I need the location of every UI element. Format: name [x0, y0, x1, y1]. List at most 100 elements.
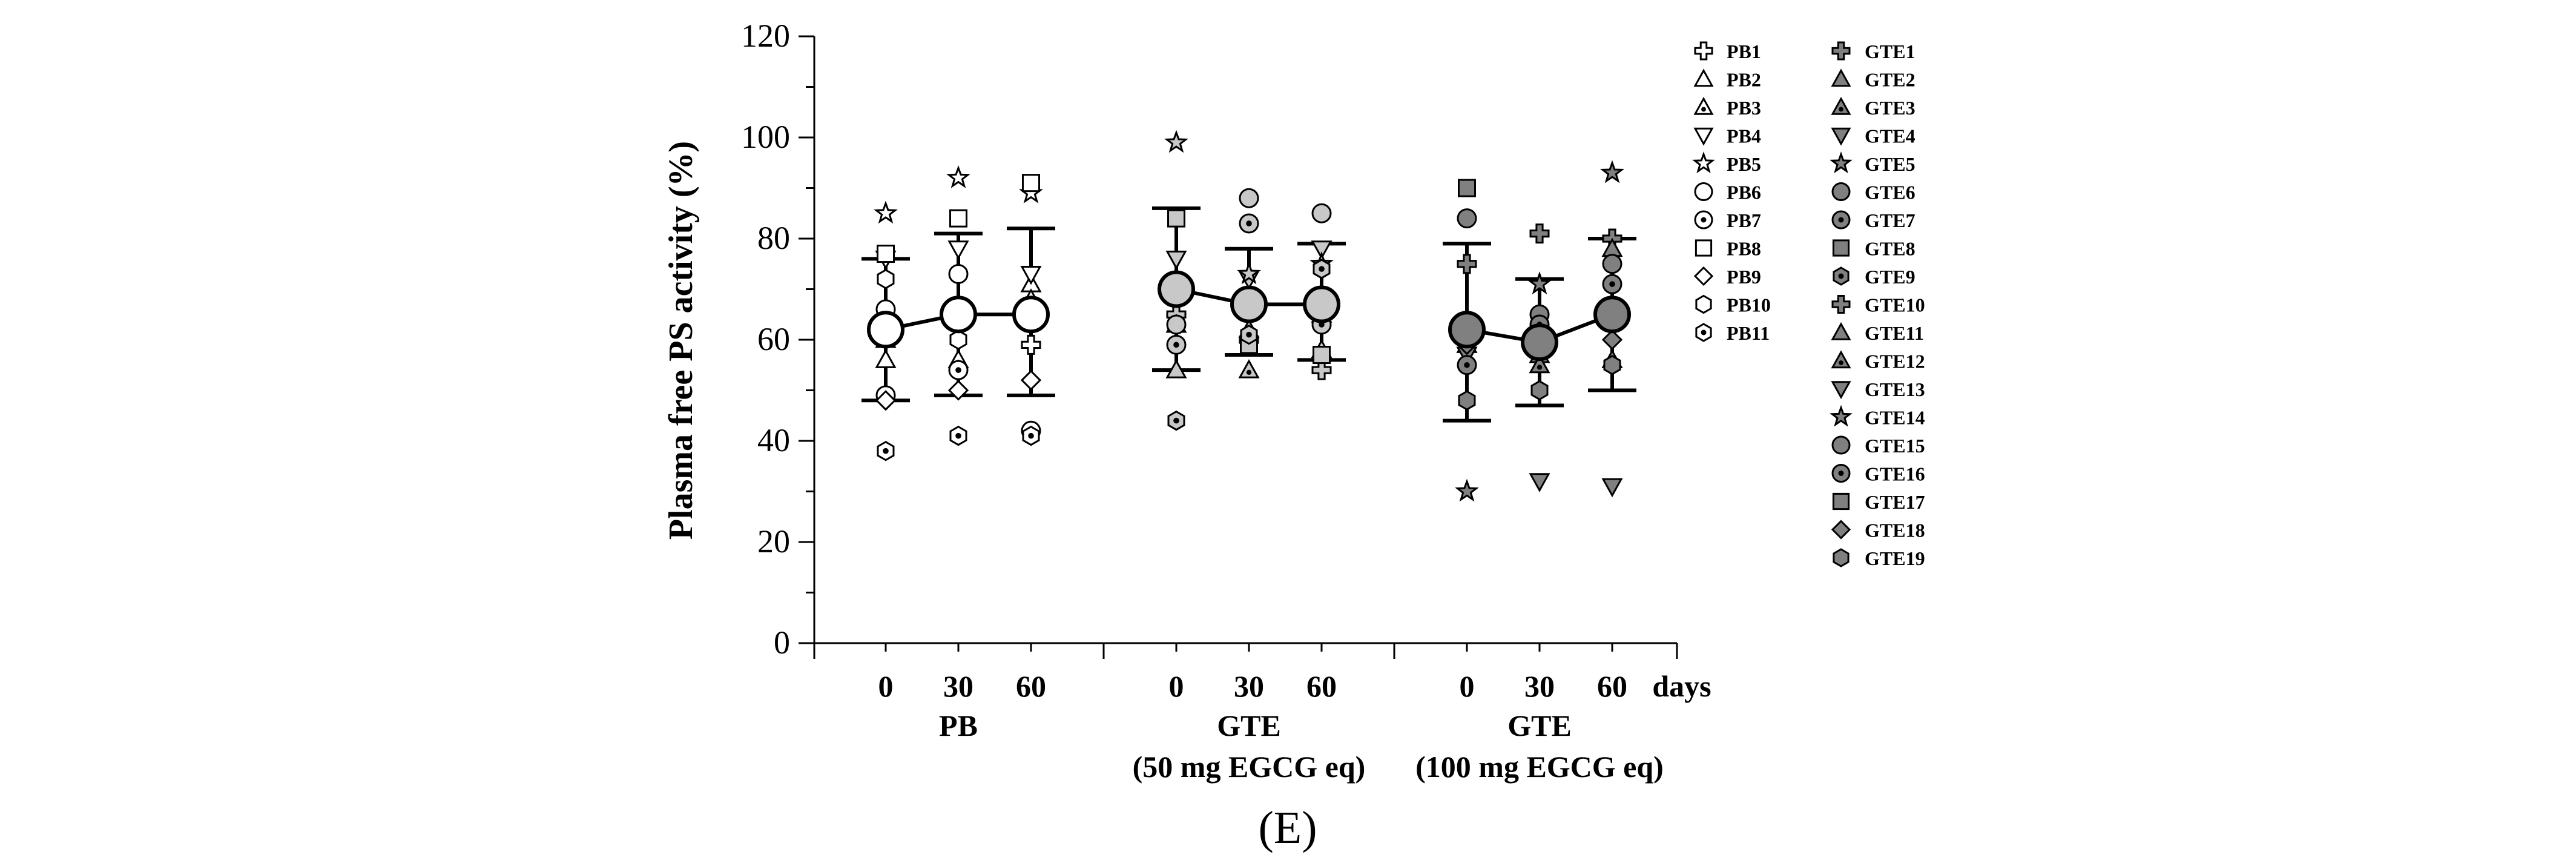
legend-label: GTE2 — [1865, 69, 1916, 91]
point-pb4 — [947, 240, 969, 260]
group-label: (50 mg EGCG eq) — [1133, 750, 1366, 784]
legend-marker-gte19 — [1833, 548, 1850, 567]
legend-marker-gte6 — [1831, 182, 1851, 201]
legend-marker-gte16 — [1831, 464, 1851, 483]
mean-marker — [867, 311, 904, 349]
x-tick-label: 30 — [1524, 669, 1555, 703]
point-gte5 — [1237, 261, 1261, 285]
axes: 0 20 40 60 80 100 120 0 30 60 PB 0 30 60 GTE (50 mg EGC… — [741, 18, 1678, 784]
point-gte3 — [1238, 359, 1260, 378]
legend-marker-pb8 — [1695, 239, 1713, 257]
x-tick-label: 60 — [1597, 669, 1627, 703]
legend-marker-gte10 — [1831, 295, 1851, 314]
legend-label: PB9 — [1727, 266, 1761, 288]
point-gte13 — [1601, 478, 1623, 498]
legend-marker-pb4 — [1693, 127, 1714, 146]
point-gte9 — [1240, 324, 1258, 345]
legend-label: GTE3 — [1865, 97, 1916, 119]
legend-marker-gte18 — [1831, 520, 1851, 540]
point-gte10 — [1529, 223, 1550, 244]
point-gte16 — [1602, 274, 1622, 294]
y-tick-label: 40 — [757, 422, 790, 458]
legend-label: GTE1 — [1865, 41, 1916, 62]
point-gte4 — [1311, 240, 1332, 260]
point-gte6 — [1239, 188, 1259, 208]
legend-label: GTE18 — [1865, 520, 1925, 541]
legend-label: GTE12 — [1865, 351, 1925, 372]
y-tick-label: 80 — [757, 220, 790, 256]
legend-marker-gte14 — [1830, 405, 1853, 427]
x-unit-label: days — [1652, 669, 1711, 703]
legend-label: PB7 — [1727, 210, 1761, 231]
point-gte5 — [1164, 130, 1188, 153]
point-gte8 — [1313, 346, 1331, 365]
panel-label: (E) — [1258, 802, 1317, 853]
legend-label: GTE19 — [1865, 547, 1925, 569]
legend-marker-pb2 — [1693, 68, 1714, 87]
legend-label: GTE14 — [1865, 407, 1925, 429]
y-tick-label: 60 — [757, 321, 790, 357]
group-label: GTE — [1217, 709, 1281, 742]
point-gte1 — [1311, 360, 1332, 380]
mean-marker — [1012, 296, 1050, 334]
point-gte7 — [1166, 334, 1187, 355]
legend-marker-gte9 — [1833, 266, 1850, 286]
point-pb8 — [1022, 174, 1040, 193]
legend-marker-pb5 — [1692, 151, 1715, 174]
point-pb11 — [949, 425, 967, 446]
legend-marker-pb9 — [1693, 266, 1714, 286]
point-gte19 — [1530, 380, 1549, 401]
legend-marker-gte17 — [1832, 492, 1850, 511]
point-pb9 — [947, 380, 969, 401]
mean-marker — [1521, 323, 1558, 362]
legend-label: PB8 — [1727, 238, 1761, 260]
mean-marker — [940, 296, 977, 334]
point-pb11 — [877, 440, 895, 461]
point-gte14 — [1455, 478, 1479, 502]
point-pb6 — [948, 263, 969, 284]
y-tick-label: 0 — [774, 624, 790, 661]
point-pb5 — [874, 200, 898, 224]
mean-marker — [1230, 285, 1268, 323]
point-gte9 — [1313, 259, 1331, 279]
mean-marker — [1593, 296, 1631, 334]
point-pb10 — [877, 269, 895, 289]
y-axis-label: Plasma free PS activity (%) — [662, 141, 700, 540]
x-tick-label: 30 — [1234, 669, 1264, 703]
legend-label: GTE6 — [1865, 182, 1916, 203]
x-tick-label: 60 — [1016, 669, 1046, 703]
point-gte19 — [1603, 355, 1621, 375]
y-tick-label: 100 — [741, 119, 790, 155]
x-tick-label: 60 — [1306, 669, 1337, 703]
legend-label: GTE16 — [1865, 463, 1925, 485]
legend-label: GTE9 — [1865, 266, 1916, 288]
point-gte8 — [1167, 209, 1185, 228]
legend-marker-gte8 — [1832, 239, 1850, 257]
legend-marker-gte3 — [1831, 96, 1851, 115]
legend-label: PB6 — [1727, 182, 1761, 203]
legend-marker-gte2 — [1831, 68, 1851, 87]
legend-marker-gte1 — [1831, 41, 1851, 61]
mean-marker — [1303, 285, 1340, 323]
legend-marker-gte13 — [1831, 381, 1851, 400]
point-gte16 — [1457, 355, 1477, 375]
group-label: GTE — [1507, 709, 1572, 742]
y-tick-label: 20 — [757, 523, 790, 560]
mean-marker — [1158, 270, 1195, 308]
legend-label: PB11 — [1727, 322, 1770, 344]
legend-label: PB4 — [1727, 125, 1761, 147]
point-gte15 — [1602, 254, 1622, 274]
y-tick-label: 120 — [741, 18, 790, 54]
legend-label: GTE7 — [1865, 210, 1916, 231]
point-pb11 — [1022, 425, 1040, 446]
legend-label: GTE15 — [1865, 435, 1925, 457]
point-gte14 — [1600, 160, 1624, 183]
legend-label: GTE8 — [1865, 238, 1916, 260]
point-gte10 — [1457, 254, 1477, 274]
group-label: (100 mg EGCG eq) — [1415, 750, 1664, 784]
point-pb1 — [1021, 334, 1041, 355]
legend-marker-gte7 — [1831, 210, 1851, 230]
legend-label: GTE13 — [1865, 378, 1925, 400]
legend-marker-pb10 — [1695, 294, 1712, 314]
